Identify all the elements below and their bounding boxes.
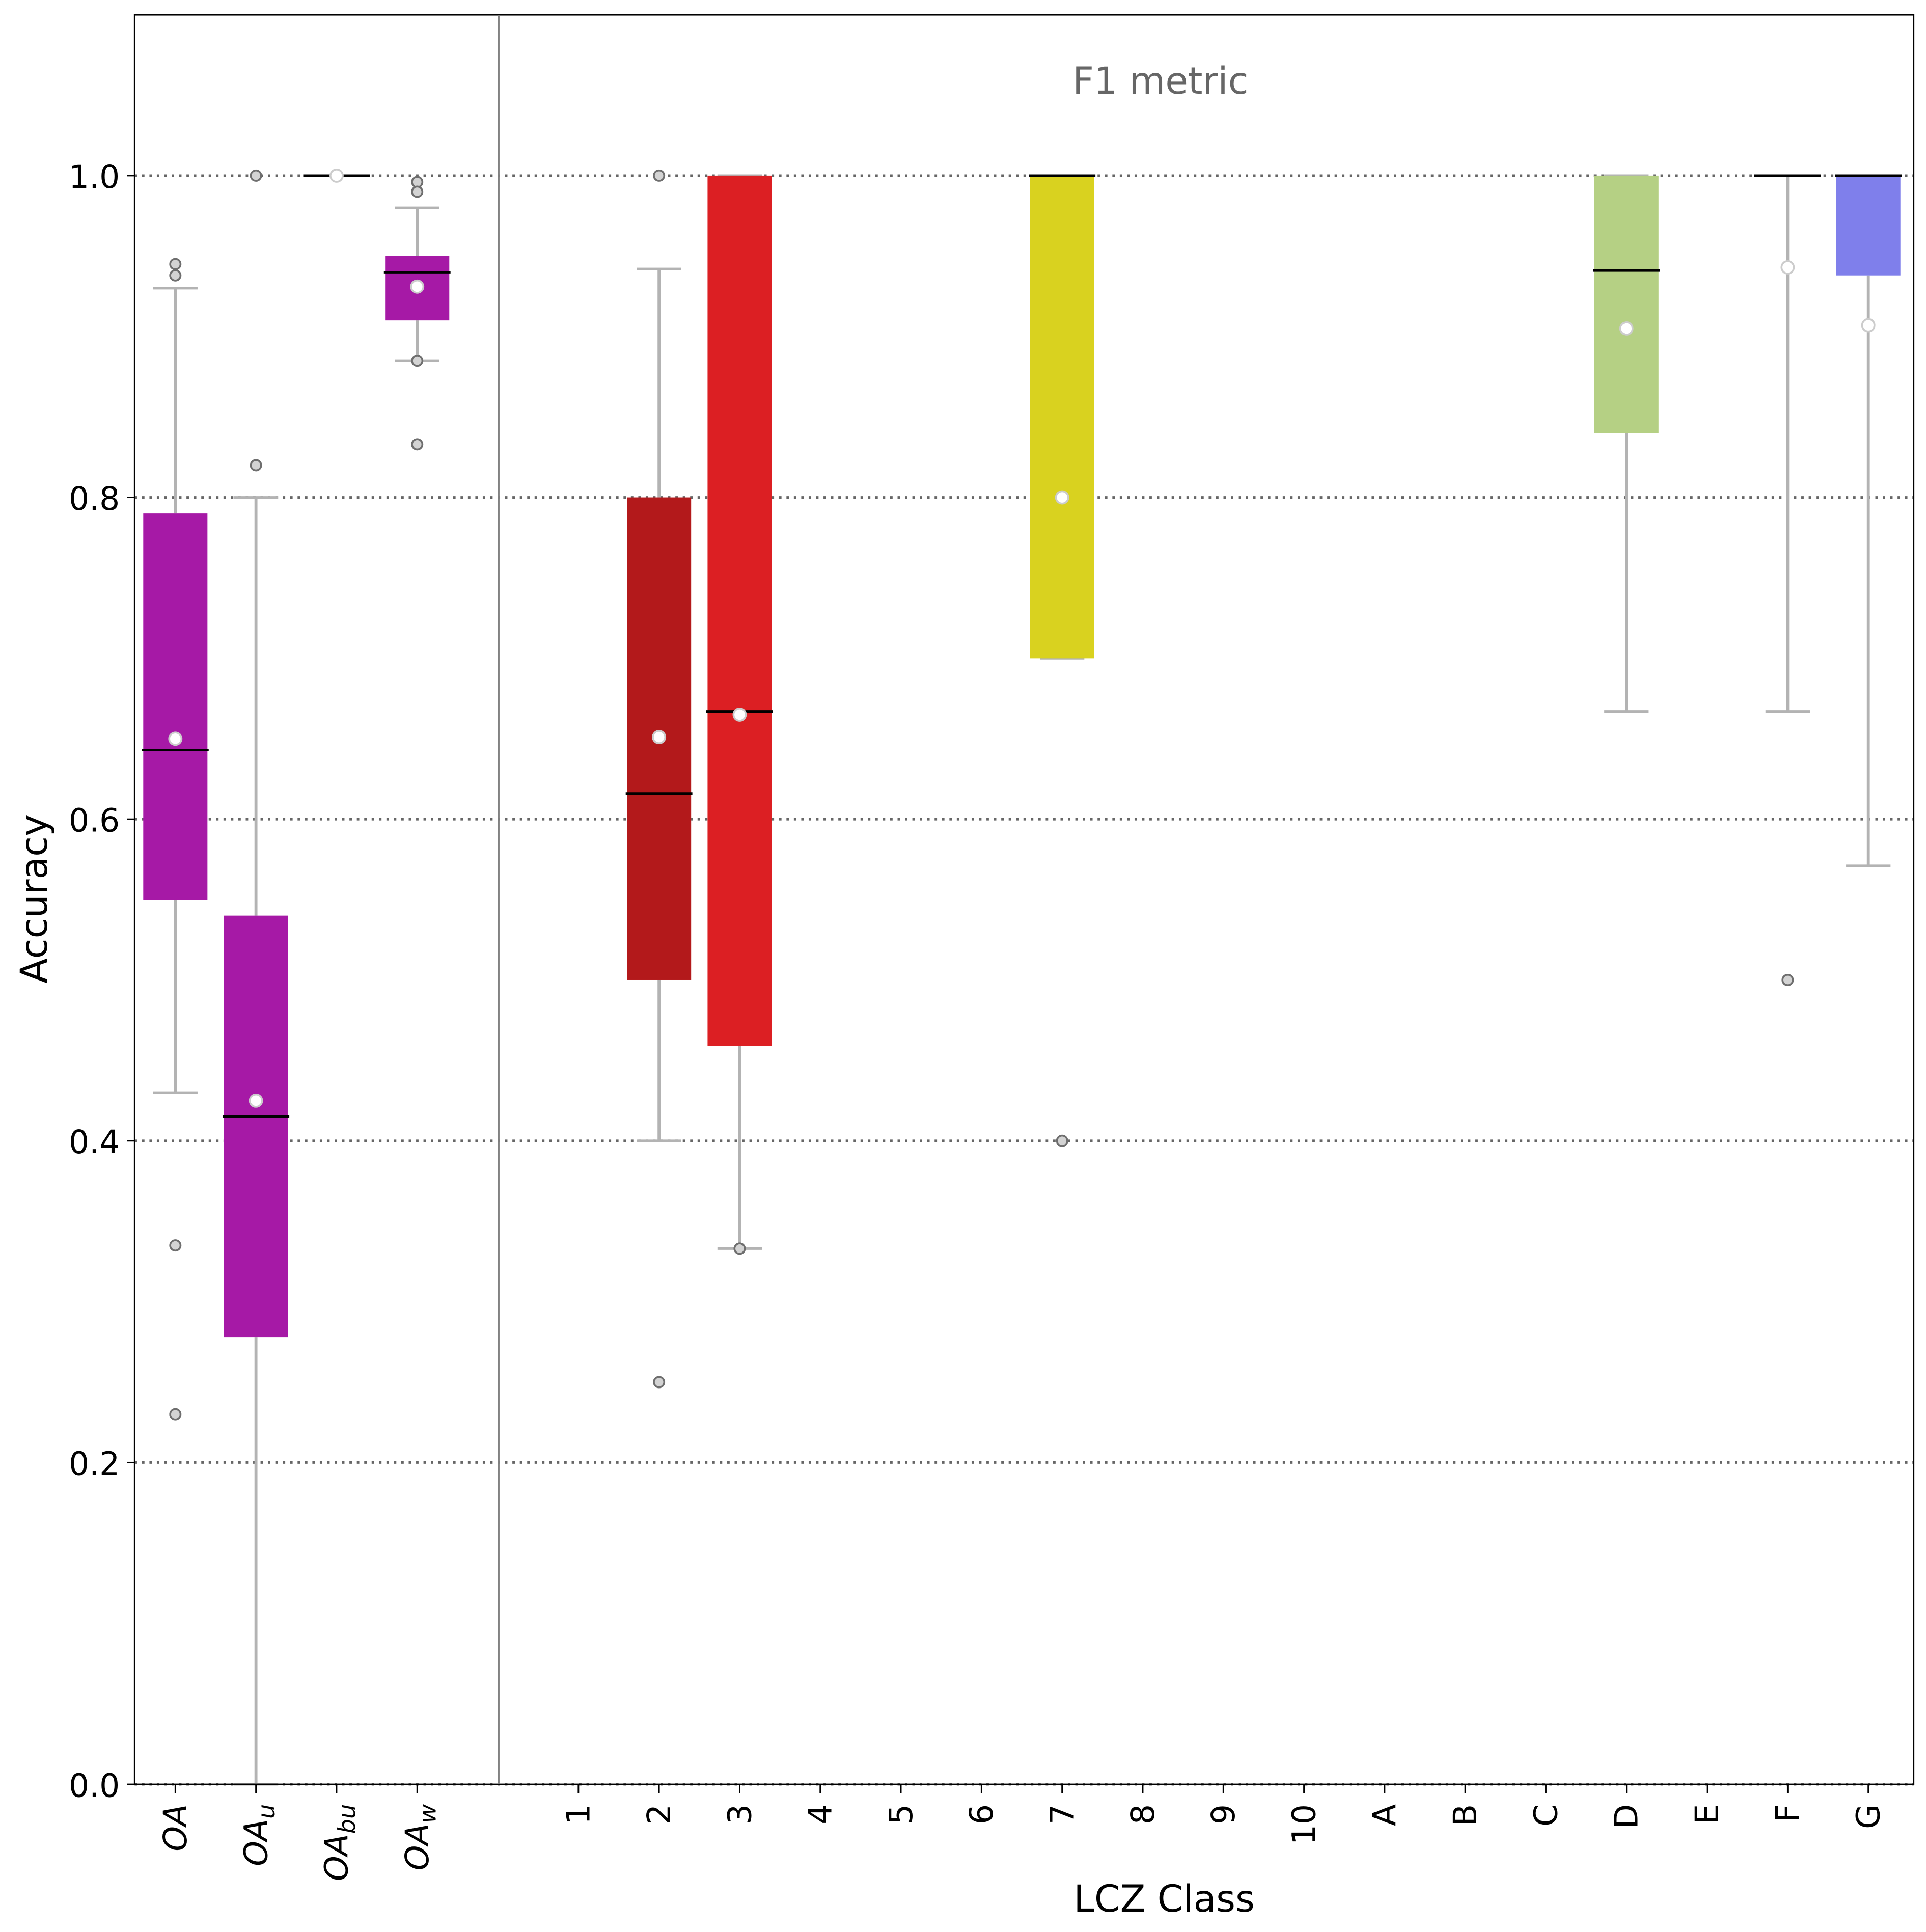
x-tick-label-subscript: bu <box>333 1804 361 1834</box>
x-tick-label-base: OA <box>318 1834 355 1881</box>
outlier-point <box>411 438 424 451</box>
outlier-point <box>1056 1134 1068 1147</box>
outlier-point <box>411 355 424 367</box>
y-axis-label: Accuracy <box>13 814 56 984</box>
outlier-point <box>411 185 424 198</box>
mean-marker <box>1780 260 1795 275</box>
mean-marker <box>329 168 344 183</box>
x-tick-label: 3 <box>721 1804 758 1825</box>
x-tick-label: B <box>1446 1804 1484 1826</box>
box-iqr <box>1836 175 1901 276</box>
x-tick-label-base: OA <box>398 1824 436 1871</box>
outlier-point <box>1781 973 1794 986</box>
x-tick-label: F <box>1769 1804 1806 1822</box>
x-tick-label: 8 <box>1124 1804 1162 1825</box>
box-iqr <box>224 915 288 1338</box>
mean-marker <box>410 279 425 294</box>
outlier-point <box>169 1408 182 1421</box>
mean-marker <box>652 730 667 745</box>
y-tick-label: 0.8 <box>69 480 120 518</box>
x-tick-label: OA <box>156 1804 194 1852</box>
outlier-point <box>653 1376 666 1389</box>
box-iqr <box>707 175 772 1046</box>
x-tick-label: G <box>1850 1804 1887 1829</box>
x-tick-label: D <box>1608 1804 1645 1829</box>
y-axis: 0.0 0.2 0.4 0.6 0.8 1.0 <box>69 158 135 1804</box>
outlier-point <box>169 258 182 270</box>
mean-marker <box>1055 490 1069 505</box>
outlier-point <box>653 169 666 182</box>
x-tick-label: 10 <box>1285 1804 1323 1845</box>
x-tick-label: OAu <box>237 1804 280 1866</box>
outlier-point <box>250 169 262 182</box>
x-tick-label: 6 <box>962 1804 1000 1825</box>
outlier-point <box>733 1242 746 1255</box>
outlier-point <box>169 1239 182 1252</box>
x-tick-label: E <box>1688 1804 1726 1825</box>
mean-marker <box>249 1093 263 1108</box>
outlier-point <box>169 269 182 282</box>
box-iqr <box>1594 175 1659 433</box>
box-iqr <box>143 513 208 900</box>
x-tick-label: OAw <box>398 1804 442 1871</box>
mean-marker <box>1619 321 1634 336</box>
y-tick-label: 0.2 <box>69 1445 120 1483</box>
x-tick-label-subscript: w <box>414 1804 442 1824</box>
mean-marker <box>168 731 183 746</box>
y-tick-label: 0.4 <box>69 1123 120 1161</box>
x-tick-label: 9 <box>1204 1804 1242 1825</box>
y-tick-label: 1.0 <box>69 158 120 196</box>
x-tick-label-base: OA <box>237 1819 274 1866</box>
mean-marker <box>732 707 747 722</box>
chart-title: F1 metric <box>1072 60 1248 103</box>
x-tick-label: 1 <box>560 1804 597 1825</box>
mean-marker <box>1861 318 1876 333</box>
x-axis-label: LCZ Class <box>1074 1877 1255 1921</box>
y-tick-label: 0.6 <box>69 801 120 839</box>
x-tick-label: 7 <box>1043 1804 1081 1825</box>
plot-frame <box>133 14 1915 1785</box>
boxes <box>142 168 1902 1786</box>
x-tick-label: 2 <box>640 1804 678 1825</box>
x-tick-label-base: OA <box>156 1804 194 1852</box>
y-tick-label: 0.0 <box>69 1766 120 1804</box>
x-tick-label: 4 <box>802 1804 839 1825</box>
x-tick-label: A <box>1366 1804 1404 1826</box>
x-tick-label: OAbu <box>318 1804 361 1881</box>
outlier-point <box>250 459 262 472</box>
x-tick-label: 5 <box>882 1804 920 1825</box>
x-tick-label: C <box>1527 1804 1564 1827</box>
x-tick-label-subscript: u <box>253 1804 280 1819</box>
box-iqr <box>1030 175 1094 659</box>
